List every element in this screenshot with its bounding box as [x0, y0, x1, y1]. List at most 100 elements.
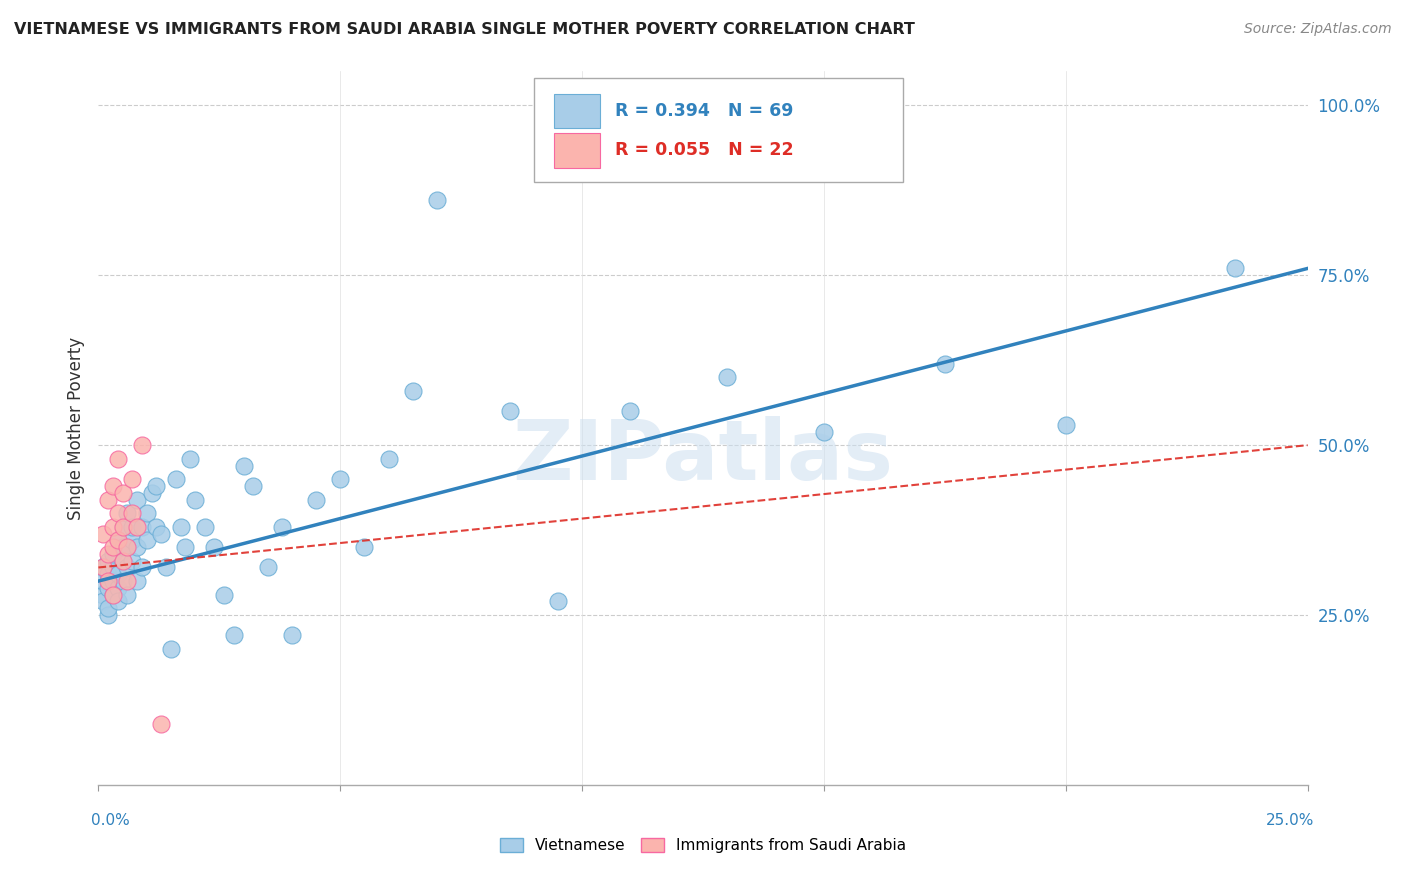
Point	[121, 519, 143, 533]
Point	[107, 506, 129, 520]
Point	[329, 472, 352, 486]
Point	[121, 554, 143, 568]
Point	[281, 628, 304, 642]
Point	[91, 574, 114, 588]
Point	[97, 581, 120, 595]
Point	[377, 451, 399, 466]
Point	[97, 492, 120, 507]
Point	[117, 560, 139, 574]
Point	[121, 472, 143, 486]
Text: VIETNAMESE VS IMMIGRANTS FROM SAUDI ARABIA SINGLE MOTHER POVERTY CORRELATION CHA: VIETNAMESE VS IMMIGRANTS FROM SAUDI ARAB…	[14, 22, 915, 37]
Point	[150, 526, 173, 541]
Point	[97, 547, 120, 561]
Point	[91, 588, 114, 602]
Point	[204, 540, 226, 554]
Point	[101, 588, 124, 602]
Point	[194, 519, 217, 533]
Point	[101, 547, 124, 561]
Text: R = 0.055   N = 22: R = 0.055 N = 22	[614, 141, 793, 159]
Point	[91, 560, 114, 574]
Point	[498, 404, 520, 418]
Point	[135, 506, 157, 520]
Point	[169, 519, 191, 533]
Point	[107, 567, 129, 582]
Point	[131, 519, 153, 533]
Point	[256, 560, 278, 574]
Point	[97, 601, 120, 615]
Text: 0.0%: 0.0%	[91, 814, 131, 828]
Point	[165, 472, 187, 486]
Point	[619, 404, 641, 418]
Point	[107, 451, 129, 466]
Point	[91, 560, 114, 574]
Point	[107, 581, 129, 595]
Point	[91, 594, 114, 608]
Point	[813, 425, 835, 439]
Point	[121, 533, 143, 548]
Point	[107, 594, 129, 608]
Point	[1054, 417, 1077, 432]
Point	[145, 479, 167, 493]
Point	[117, 540, 139, 554]
Point	[97, 608, 120, 623]
Point	[242, 479, 264, 493]
Point	[121, 506, 143, 520]
Point	[101, 560, 124, 574]
Point	[934, 357, 956, 371]
Y-axis label: Single Mother Poverty: Single Mother Poverty	[66, 336, 84, 520]
Point	[127, 540, 149, 554]
Point	[101, 479, 124, 493]
Point	[127, 492, 149, 507]
Point	[271, 519, 294, 533]
Point	[111, 554, 134, 568]
Point	[117, 506, 139, 520]
Point	[179, 451, 201, 466]
Point	[402, 384, 425, 398]
Point	[117, 574, 139, 588]
Point	[97, 574, 120, 588]
Point	[547, 594, 569, 608]
Point	[131, 438, 153, 452]
Point	[101, 588, 124, 602]
Bar	[554, 134, 600, 168]
Point	[111, 485, 134, 500]
Text: Source: ZipAtlas.com: Source: ZipAtlas.com	[1244, 22, 1392, 37]
Point	[135, 533, 157, 548]
Point	[111, 540, 134, 554]
Point	[716, 370, 738, 384]
Point	[127, 519, 149, 533]
Point	[107, 533, 129, 548]
Point	[305, 492, 328, 507]
Point	[91, 526, 114, 541]
Point	[145, 519, 167, 533]
Point	[212, 588, 235, 602]
Point	[101, 540, 124, 554]
Point	[353, 540, 375, 554]
Point	[97, 554, 120, 568]
Bar	[554, 95, 600, 128]
Point	[101, 519, 124, 533]
Point	[111, 519, 134, 533]
Point	[1223, 261, 1246, 276]
Text: ZIPatlas: ZIPatlas	[513, 417, 893, 497]
Point	[101, 574, 124, 588]
Point	[232, 458, 254, 473]
Point	[97, 567, 120, 582]
Point	[131, 560, 153, 574]
Text: 25.0%: 25.0%	[1267, 814, 1315, 828]
Point	[117, 540, 139, 554]
Point	[426, 194, 449, 208]
Point	[111, 574, 134, 588]
Point	[117, 588, 139, 602]
Point	[150, 716, 173, 731]
Point	[111, 554, 134, 568]
Point	[141, 485, 163, 500]
Point	[155, 560, 177, 574]
Point	[160, 642, 183, 657]
Point	[107, 533, 129, 548]
Point	[174, 540, 197, 554]
Point	[111, 519, 134, 533]
Point	[222, 628, 245, 642]
Point	[127, 574, 149, 588]
FancyBboxPatch shape	[534, 78, 903, 182]
